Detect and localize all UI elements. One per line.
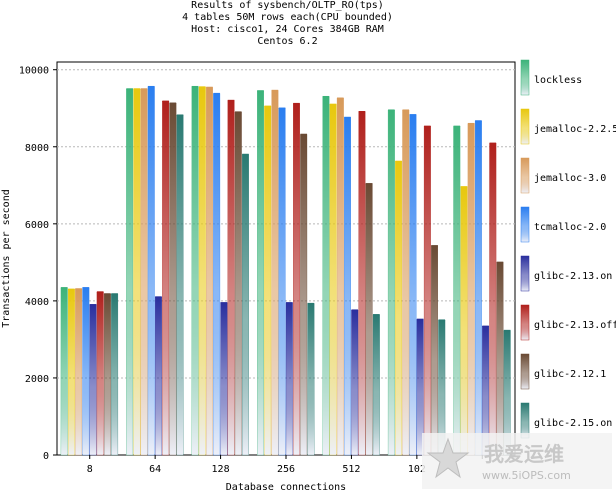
bar-jemalloc-3.0-128 xyxy=(206,87,213,456)
bar-tcmalloc-2.0-128 xyxy=(213,93,221,456)
bar-glibc-2.13.off-1024 xyxy=(423,126,431,456)
x-tick-label: 8 xyxy=(87,464,93,475)
bar-jemalloc-3.0-2048 xyxy=(467,123,475,456)
bar-jemalloc-2.2.5-64 xyxy=(133,88,141,456)
bar-glibc-2.13.off-128 xyxy=(227,100,235,456)
bar-glibc-2.15.on-8 xyxy=(111,293,119,456)
x-tick-label: 128 xyxy=(212,464,230,475)
chart-title-line2: 4 tables 50M rows each(CPU bounded) xyxy=(182,12,393,23)
bar-lockless-64 xyxy=(126,88,134,456)
watermark-text-cn: 我爱运维 xyxy=(484,442,564,466)
bar-lockless-256 xyxy=(257,90,264,456)
bar-glibc-2.13.on-128 xyxy=(220,302,228,456)
legend-swatch xyxy=(520,304,530,341)
legend-swatch xyxy=(520,59,530,96)
bar-glibc-2.12.1-128 xyxy=(234,111,242,456)
chart-title-line3: Host: cisco1, 24 Cores 384GB RAM xyxy=(191,24,384,35)
bar-lockless-512 xyxy=(322,96,330,456)
bar-glibc-2.12.1-8 xyxy=(103,293,111,456)
bar-jemalloc-2.2.5-8 xyxy=(67,289,75,456)
bar-jemalloc-3.0-1024 xyxy=(402,110,410,456)
bar-glibc-2.15.on-256 xyxy=(307,303,315,456)
bar-tcmalloc-2.0-256 xyxy=(278,108,286,456)
y-axis-label: Transactions per second xyxy=(1,189,12,327)
bar-glibc-2.15.on-128 xyxy=(242,154,249,456)
bar-glibc-2.12.1-512 xyxy=(365,183,373,456)
bar-glibc-2.13.off-256 xyxy=(293,103,300,456)
bar-lockless-2048 xyxy=(453,126,461,456)
star-logo-icon xyxy=(426,437,470,479)
bar-jemalloc-2.2.5-1024 xyxy=(395,161,403,456)
bar-jemalloc-2.2.5-256 xyxy=(264,106,272,456)
x-tick-label: 256 xyxy=(277,464,295,475)
bar-glibc-2.12.1-2048 xyxy=(496,262,504,456)
bar-jemalloc-3.0-64 xyxy=(140,88,148,456)
legend-swatch xyxy=(520,108,530,145)
y-tick-label: 8000 xyxy=(25,143,49,154)
bar-jemalloc-2.2.5-2048 xyxy=(460,186,468,456)
bar-glibc-2.12.1-256 xyxy=(300,134,308,456)
chart-title-line4: Centos 6.2 xyxy=(257,36,318,47)
bar-glibc-2.12.1-1024 xyxy=(431,245,439,456)
legend-label-glibc-2.13.off: glibc-2.13.off xyxy=(534,320,616,331)
bar-glibc-2.15.on-64 xyxy=(176,115,184,456)
bar-glibc-2.13.on-512 xyxy=(351,309,359,456)
bar-lockless-8 xyxy=(60,287,68,456)
legend-swatch xyxy=(520,353,530,390)
bar-tcmalloc-2.0-64 xyxy=(147,86,155,456)
bar-glibc-2.13.on-64 xyxy=(154,296,162,456)
bar-jemalloc-3.0-256 xyxy=(271,90,279,456)
bar-lockless-1024 xyxy=(387,110,395,456)
bar-tcmalloc-2.0-8 xyxy=(82,287,90,456)
y-tick-label: 10000 xyxy=(19,66,49,77)
legend-label-lockless: lockless xyxy=(534,75,582,86)
y-tick-label: 6000 xyxy=(25,220,49,231)
bar-glibc-2.13.on-256 xyxy=(285,302,293,456)
bar-jemalloc-2.2.5-128 xyxy=(198,86,206,456)
bar-lockless-128 xyxy=(191,86,199,456)
bar-tcmalloc-2.0-2048 xyxy=(474,120,482,456)
bar-glibc-2.13.on-8 xyxy=(89,304,97,456)
legend-swatch xyxy=(520,255,530,292)
legend-label-tcmalloc-2.0: tcmalloc-2.0 xyxy=(534,222,606,233)
y-tick-label: 0 xyxy=(43,451,49,462)
legend-label-glibc-2.15.on: glibc-2.15.on xyxy=(534,418,612,429)
legend-label-jemalloc-2.2.5: jemalloc-2.2.5 xyxy=(534,124,616,135)
bar-jemalloc-3.0-8 xyxy=(75,288,83,456)
bar-glibc-2.13.off-64 xyxy=(162,101,170,456)
watermark: 我爱运维 www.5iOPS.com xyxy=(422,433,612,489)
bar-tcmalloc-2.0-512 xyxy=(344,117,351,456)
watermark-url: www.5iOPS.com xyxy=(482,469,571,482)
bar-glibc-2.15.on-512 xyxy=(372,314,380,456)
x-tick-label: 102 xyxy=(408,464,426,475)
legend-label-glibc-2.13.on: glibc-2.13.on xyxy=(534,271,612,282)
x-axis-label: Database connections xyxy=(226,482,346,491)
bar-jemalloc-2.2.5-512 xyxy=(329,104,337,456)
bar-glibc-2.13.off-8 xyxy=(96,291,104,456)
legend-label-jemalloc-3.0: jemalloc-3.0 xyxy=(534,173,606,184)
chart-title-line1: Results of sysbench/OLTP_RO(tps) xyxy=(191,0,384,11)
bar-jemalloc-3.0-512 xyxy=(336,98,344,456)
legend-label-glibc-2.12.1: glibc-2.12.1 xyxy=(534,369,606,380)
bar-glibc-2.13.off-2048 xyxy=(489,143,497,456)
y-tick-label: 4000 xyxy=(25,297,49,308)
x-tick-label: 512 xyxy=(342,464,360,475)
bar-glibc-2.12.1-64 xyxy=(169,103,177,456)
y-tick-label: 2000 xyxy=(25,374,49,385)
legend-swatch xyxy=(520,157,530,194)
x-tick-label: 64 xyxy=(149,464,161,475)
bar-glibc-2.13.off-512 xyxy=(358,111,366,456)
legend-swatch xyxy=(520,206,530,243)
bar-tcmalloc-2.0-1024 xyxy=(409,114,417,456)
